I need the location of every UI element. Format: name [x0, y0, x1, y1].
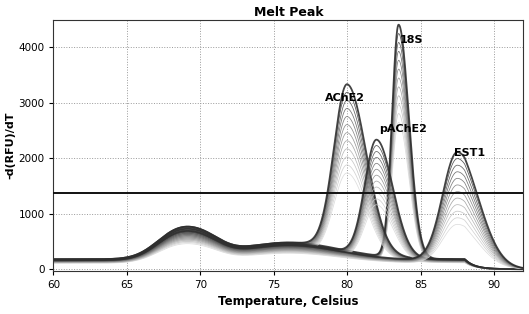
Text: AChE2: AChE2 — [325, 93, 365, 103]
Text: pAChE2: pAChE2 — [379, 124, 427, 134]
Text: 18S: 18S — [400, 35, 424, 45]
Text: EST1: EST1 — [454, 148, 486, 158]
Y-axis label: -d(RFU)/dT: -d(RFU)/dT — [6, 111, 15, 179]
X-axis label: Temperature, Celsius: Temperature, Celsius — [218, 295, 359, 308]
Title: Melt Peak: Melt Peak — [253, 6, 323, 19]
